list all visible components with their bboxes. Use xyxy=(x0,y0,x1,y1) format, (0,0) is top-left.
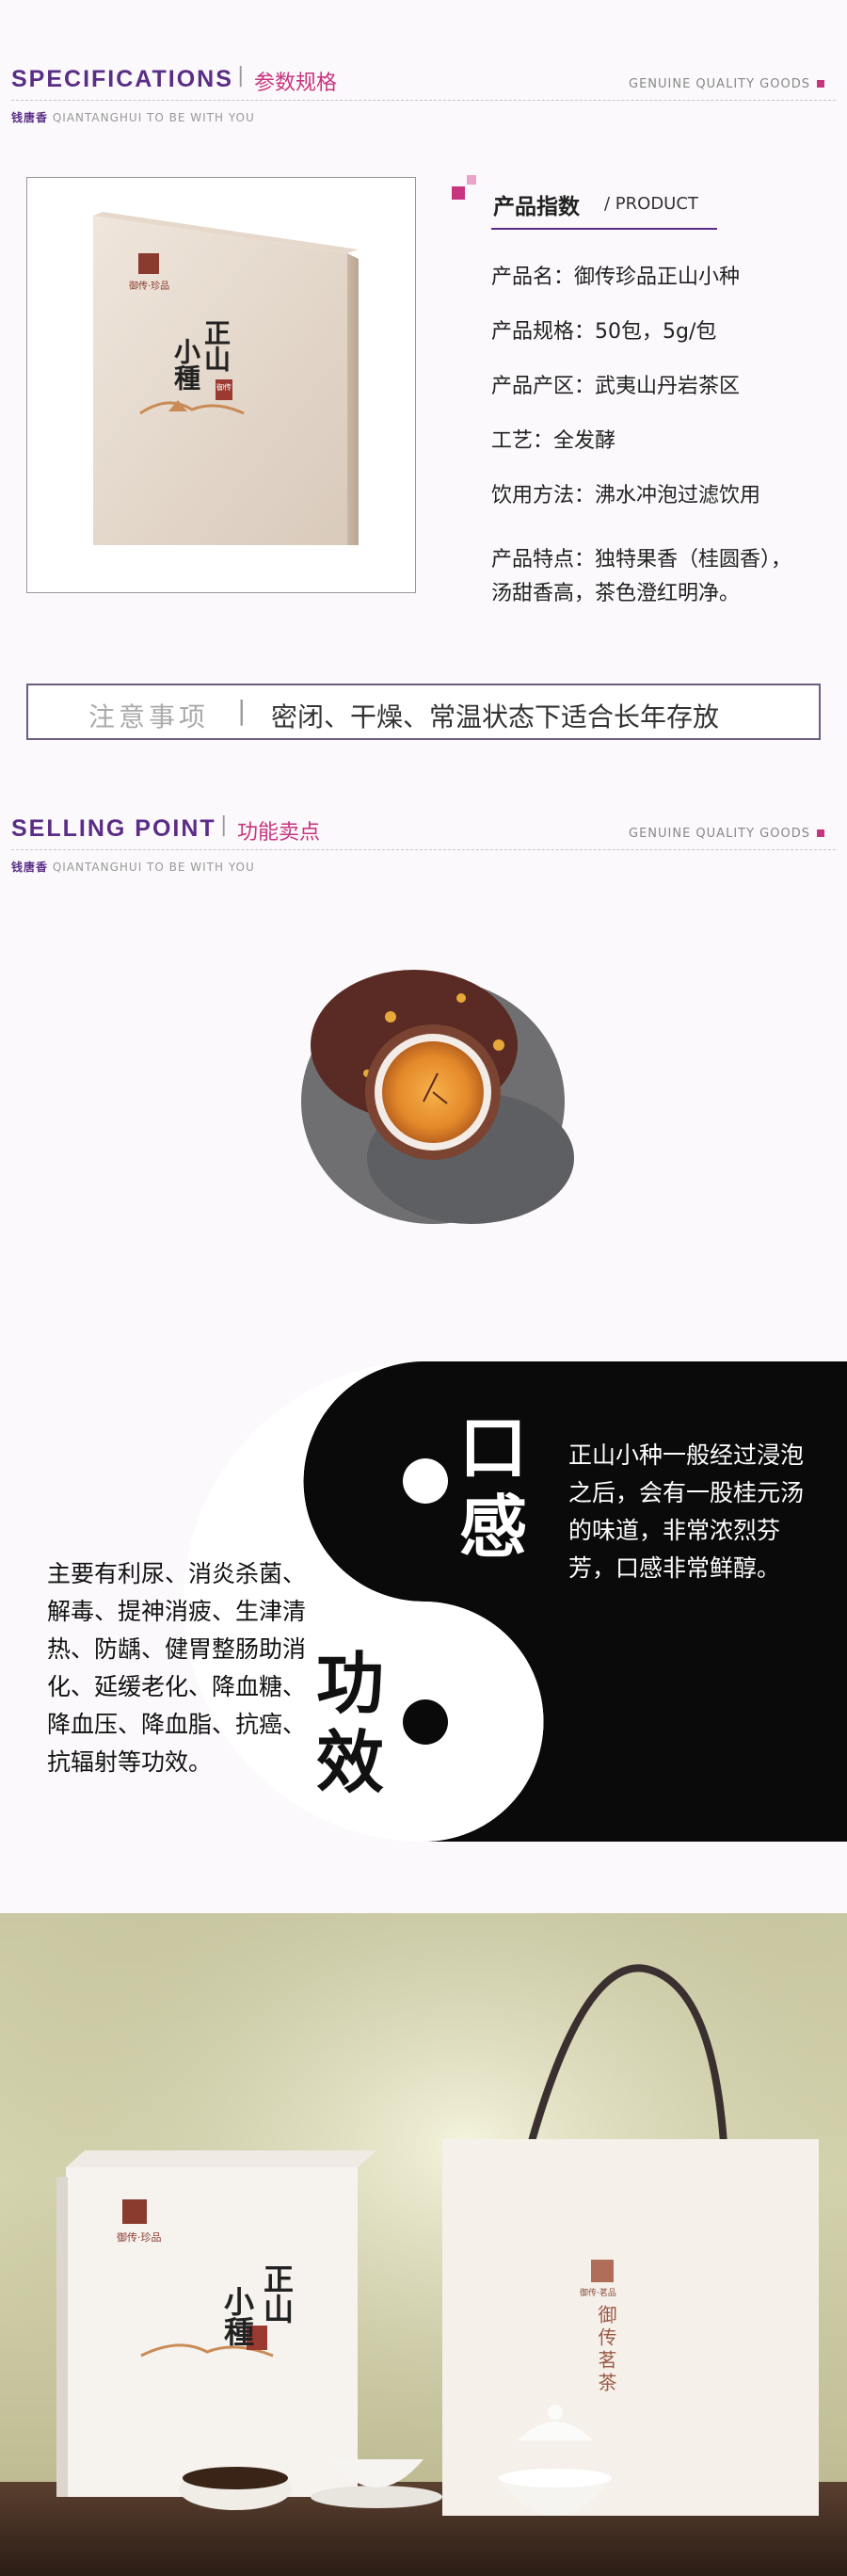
photo-bag-brand: 御传·茗品 xyxy=(580,2289,616,2298)
box-seal: 御传 xyxy=(216,383,232,392)
box-brand-mark: 御传·珍品 xyxy=(129,282,170,292)
photo-box-name-1: 正山 xyxy=(259,2263,295,2324)
brand-name-cn: 钱唐香 xyxy=(11,111,49,124)
genuine-quality-label-2: GENUINE QUALITY GOODS xyxy=(629,827,810,841)
taste-char-1: 口 xyxy=(459,1409,528,1488)
heading-square-icon xyxy=(452,186,465,200)
box-name-line2: 小種 xyxy=(170,338,201,391)
brand-tagline-2: 钱唐香 QIANTANGHUI TO BE WITH YOU xyxy=(11,859,255,875)
box-name-line1: 正山 xyxy=(200,319,232,372)
selling-title-divider: | xyxy=(220,813,228,837)
spec-row-size: 产品规格：50包，5g/包 xyxy=(491,320,717,344)
spec-row-feature-2: 汤甜香高，茶色澄红明净。 xyxy=(491,582,741,605)
product-photo: 御传·珍品 正山 小種 御传·茗品 御传茗茶 xyxy=(0,1913,847,2576)
effect-char-2: 效 xyxy=(316,1723,385,1802)
taste-description: 正山小种一般经过浸泡之后，会有一股桂元汤的味道，非常浓烈芬芳，口感非常鲜醇。 xyxy=(568,1441,805,1582)
effect-description: 主要有利尿、消炎杀菌、解毒、提神消疲、生津清热、防龋、健胃整肠助消化、延缓老化、… xyxy=(47,1560,307,1776)
photo-bag-text: 御传茗茶 xyxy=(595,2305,617,2395)
magenta-square-icon-2 xyxy=(817,829,824,837)
spec-row-feature-1: 产品特点：独特果香（桂圆香）， xyxy=(491,548,792,572)
spec-title: SPECIFICATIONS xyxy=(11,66,233,92)
selling-section-header: SELLING POINT | 功能卖点 GENUINE QUALITY GOO… xyxy=(11,813,836,881)
product-image-frame: 御传·珍品 正山 小種 御传 xyxy=(26,177,416,593)
spec-title-divider: | xyxy=(237,64,245,88)
brand-slogan: QIANTANGHUI TO BE WITH YOU xyxy=(52,111,255,124)
spec-row-origin: 产品产区：武夷山丹岩茶区 xyxy=(491,375,741,398)
photo-scene xyxy=(0,1913,847,2576)
product-heading-underline xyxy=(491,228,717,230)
spec-section-header: SPECIFICATIONS | 参数规格 GENUINE QUALITY GO… xyxy=(11,64,836,132)
taste-title: 口 感 xyxy=(459,1409,544,1567)
effect-char-1: 功 xyxy=(316,1644,385,1723)
notice-label: 注意事项 xyxy=(88,701,210,733)
spec-row-process: 工艺：全发酵 xyxy=(491,429,616,453)
photo-box-name-2: 小種 xyxy=(219,2286,255,2346)
magenta-square-icon xyxy=(817,80,824,88)
notice-bar: 注意事项 | 密闭、干燥、常温状态下适合长年存放 xyxy=(26,684,821,740)
notice-divider: | xyxy=(237,695,247,726)
product-spec-panel: 产品指数 / PRODUCT 产品名：御传珍品正山小种 产品规格：50包，5g/… xyxy=(450,169,836,612)
spec-row-brewing: 饮用方法：沸水冲泡过滤饮用 xyxy=(491,484,761,507)
selling-title: SELLING POINT xyxy=(11,815,216,842)
taste-char-2: 感 xyxy=(459,1488,528,1567)
genuine-quality-label: GENUINE QUALITY GOODS xyxy=(629,77,810,91)
effect-title: 功 效 xyxy=(316,1644,401,1802)
box-product-name: 正山 小種 xyxy=(168,319,244,423)
brand-tagline: 钱唐香 QIANTANGHUI TO BE WITH YOU xyxy=(11,109,255,125)
yin-yang-graphic xyxy=(184,1361,847,1842)
brand-name-cn-2: 钱唐香 xyxy=(11,861,49,874)
photo-box-brand: 御传·珍品 xyxy=(117,2231,162,2244)
header-divider-line xyxy=(11,100,836,101)
header-divider-line-2 xyxy=(11,849,836,850)
product-box-illustration xyxy=(93,212,359,545)
selling-subtitle: 功能卖点 xyxy=(237,821,321,845)
product-heading: 产品指数 xyxy=(493,195,580,219)
heading-square-light-icon xyxy=(467,175,476,185)
brand-slogan-2: QIANTANGHUI TO BE WITH YOU xyxy=(52,861,255,874)
spec-subtitle: 参数规格 xyxy=(254,72,338,95)
spec-row-name: 产品名：御传珍品正山小种 xyxy=(491,266,741,289)
tea-cup-image xyxy=(301,970,574,1224)
product-heading-en: / PRODUCT xyxy=(604,194,698,214)
notice-text: 密闭、干燥、常温状态下适合长年存放 xyxy=(271,701,720,733)
